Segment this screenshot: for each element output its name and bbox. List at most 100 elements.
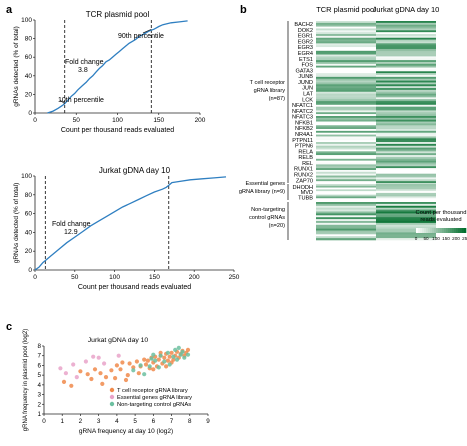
heatmap-cell (316, 35, 376, 39)
heatmap-cell (316, 32, 376, 35)
heatmap-cell (376, 196, 436, 199)
heatmap-cell (316, 21, 376, 24)
scatter-point (142, 357, 147, 362)
group-label: (n=20) (269, 223, 285, 229)
heatmap-cell (316, 56, 376, 59)
heatmap-cell (376, 207, 436, 210)
heatmap-cell (376, 75, 436, 78)
y-axis-label: gRNAs detected (% of total) (13, 26, 20, 107)
scatter-point (153, 358, 158, 363)
scatter-point (165, 358, 170, 363)
scatter-point (63, 371, 68, 376)
heatmap-cell (376, 45, 436, 48)
scatter-point (113, 376, 118, 381)
heatmap-cell (316, 67, 376, 70)
y-tick-label: 0 (28, 110, 32, 117)
group-label: gRNA library (254, 88, 286, 94)
heatmap-cell (316, 80, 376, 83)
heatmap-cell (376, 65, 436, 68)
heatmap-cell (376, 39, 436, 42)
x-axis-label: Count per thousand reads evaluated (61, 127, 174, 134)
x-tick-label: 200 (189, 274, 200, 281)
heatmap-cell (316, 95, 376, 98)
heatmap-cell (316, 88, 376, 91)
heatmap-cell (376, 93, 436, 96)
colorbar-segment (432, 228, 435, 233)
annotation: 10th percentile (58, 97, 104, 104)
heatmap-cell (316, 84, 376, 87)
colorbar-segment (464, 228, 467, 233)
heatmap-cell (376, 127, 436, 130)
heatmap-cell (316, 184, 376, 187)
heatmap-cell (316, 153, 376, 156)
annotation-arrow (142, 28, 152, 34)
heatmap-cell (316, 234, 376, 237)
legend-label: Non-targeting control gRNAs (117, 402, 191, 408)
heatmap-cell (376, 215, 436, 218)
y-axis-label: gRNAs detected (% of total) (13, 183, 20, 264)
heatmap-cell (316, 211, 376, 214)
heatmap-cell (316, 194, 376, 197)
x-tick-label: 6 (152, 418, 156, 425)
heatmap-cell (376, 106, 436, 109)
heatmap-cell (376, 181, 436, 184)
heatmap-cell (316, 236, 376, 239)
heatmap-cell (316, 155, 376, 158)
heatmap-cell (316, 76, 376, 80)
scatter-point (131, 368, 136, 373)
scatter-point (125, 373, 130, 378)
heatmap-cell (376, 234, 436, 237)
heatmap-cell (316, 145, 376, 148)
scatter-point (123, 377, 129, 383)
heatmap-cell (316, 78, 376, 81)
scatter-point (91, 354, 96, 359)
scatter-point (69, 383, 74, 388)
heatmap-cell (376, 22, 436, 26)
heatmap-cell (376, 160, 436, 163)
heatmap-row-label: FOS (302, 63, 314, 69)
heatmap-cell (316, 232, 376, 235)
heatmap-cell (376, 26, 436, 29)
heatmap-cell (316, 129, 376, 132)
heatmap-cell (316, 61, 376, 65)
heatmap-row-label: LAT (303, 92, 313, 98)
colorbar-segment (446, 228, 449, 233)
colorbar-segment (428, 228, 431, 233)
heatmap-cell (316, 209, 376, 212)
heatmap-cell (376, 209, 436, 212)
heatmap-cell (316, 34, 376, 37)
x-tick-label: 0 (42, 418, 46, 425)
scatter-point (167, 362, 172, 367)
heatmap-cell (376, 130, 436, 134)
heatmap-cell (316, 97, 376, 100)
heatmap-cell (376, 125, 436, 128)
heatmap-cell (376, 226, 436, 229)
heatmap-cell (376, 228, 436, 231)
y-tick-label: 3 (37, 392, 41, 399)
scatter-point (151, 352, 156, 357)
colorbar-segment (440, 228, 443, 233)
scatter-point (89, 376, 94, 382)
heatmap-cell (376, 37, 436, 40)
heatmap-cell (376, 24, 436, 27)
heatmap-cell (376, 153, 436, 156)
group-label: Essential genes (246, 181, 286, 187)
legend-label: Essential genes gRNA library (117, 395, 192, 401)
legend-marker (109, 401, 115, 407)
heatmap-cell (376, 95, 436, 98)
scatter-point (109, 368, 114, 373)
y-tick-label: 60 (25, 211, 33, 218)
heatmap-cell (316, 238, 376, 241)
heatmap-cell (316, 82, 376, 85)
heatmap-cell (376, 89, 436, 93)
heatmap-row-label: JUNB (298, 74, 313, 80)
heatmap-row-label: NR4A1 (295, 132, 313, 138)
heatmap-cell (376, 151, 436, 154)
heatmap-cell (376, 232, 436, 235)
heatmap-row-label: RELA (298, 149, 313, 155)
scatter-point (100, 381, 105, 386)
heatmap-row-label: EGR1 (298, 34, 313, 40)
scatter-point (162, 355, 167, 360)
heatmap-cell (376, 69, 436, 72)
colorbar-segment (442, 228, 445, 233)
